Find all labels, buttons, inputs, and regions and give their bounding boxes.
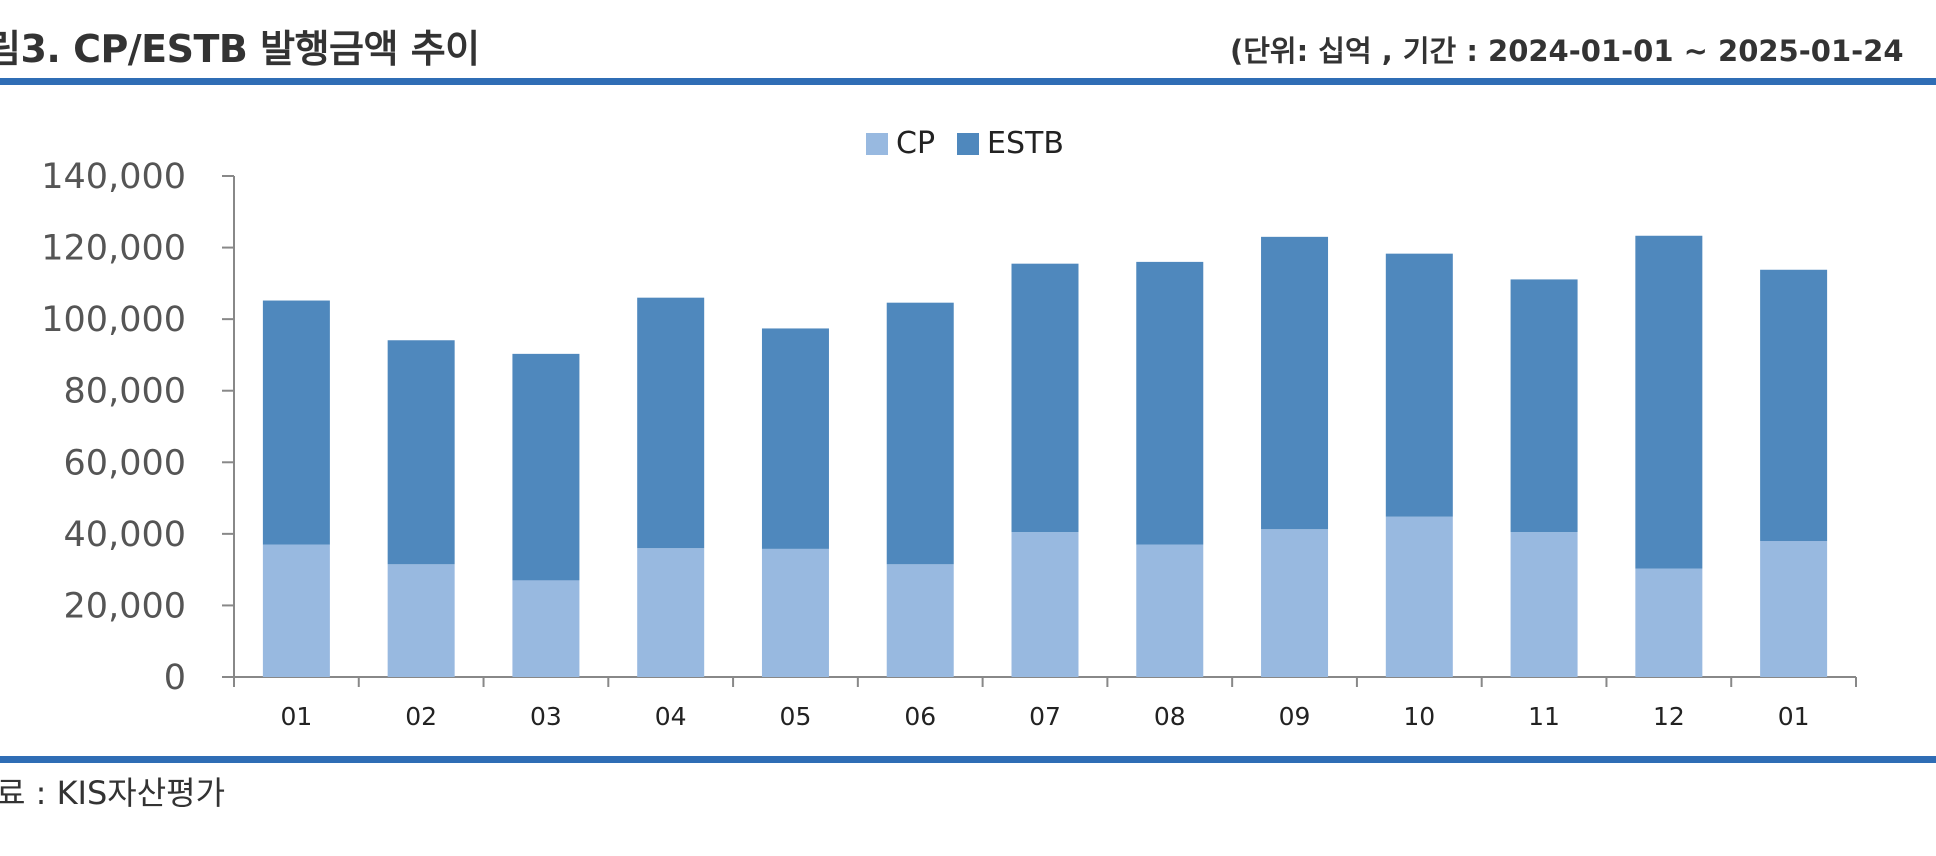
y-tick-label: 20,000: [64, 586, 186, 626]
legend-label-cp: CP: [896, 126, 936, 161]
legend-swatch-cp: [866, 132, 888, 155]
bar-cp-11: [1510, 532, 1578, 677]
bar-cp-4: [637, 548, 705, 677]
bar-cp-7: [1011, 532, 1079, 677]
bar-estb-7: [1011, 263, 1079, 533]
bar-estb-6: [886, 302, 954, 565]
bar-cp-2: [387, 564, 455, 677]
bar-estb-9: [1261, 236, 1329, 530]
x-tick-label: 02: [405, 702, 437, 730]
x-tick-label: 04: [655, 702, 687, 730]
y-tick-label: 40,000: [64, 515, 186, 555]
x-tick-label: 12: [1653, 702, 1685, 730]
y-tick-label: 100,000: [41, 300, 186, 340]
x-tick-label: 05: [780, 702, 812, 730]
bar-estb-3: [512, 353, 580, 581]
y-tick-label: 0: [164, 658, 186, 698]
bar-cp-12: [1635, 568, 1703, 677]
legend: CP ESTB: [866, 126, 1064, 161]
x-tick-label: 10: [1403, 702, 1435, 730]
legend-label-estb: ESTB: [987, 126, 1064, 161]
x-tick-label: 09: [1279, 702, 1311, 730]
bar-cp-9: [1261, 529, 1329, 677]
x-tick-label: 01: [280, 702, 312, 730]
y-tick-label: 120,000: [41, 229, 186, 269]
y-tick-label: 60,000: [64, 443, 186, 483]
bar-cp-13: [1760, 541, 1828, 677]
bar-estb-11: [1510, 279, 1578, 533]
x-tick-label: 11: [1528, 702, 1560, 730]
bar-estb-13: [1760, 269, 1828, 542]
bar-estb-10: [1385, 253, 1453, 517]
bar-cp-5: [761, 548, 829, 677]
x-tick-label: 03: [530, 702, 562, 730]
y-tick-label: 140,000: [41, 157, 186, 197]
x-tick-label: 01: [1778, 702, 1810, 730]
top-divider: [0, 78, 1936, 85]
bar-cp-3: [512, 580, 580, 677]
bar-estb-12: [1635, 235, 1703, 569]
x-tick-label: 08: [1154, 702, 1186, 730]
bar-cp-8: [1136, 544, 1204, 677]
legend-item-estb: ESTB: [957, 126, 1064, 161]
legend-item-cp: CP: [866, 126, 935, 161]
x-tick-label: 06: [904, 702, 936, 730]
source-note: 료 : KIS자산평가: [0, 774, 226, 812]
unit-period-label: (단위: 십억 , 기간 : 2024-01-01 ~ 2025-01-24: [1230, 34, 1904, 68]
bar-estb-2: [387, 340, 455, 565]
bar-estb-8: [1136, 261, 1204, 545]
x-tick-label: 07: [1029, 702, 1061, 730]
bar-cp-6: [886, 564, 954, 677]
bar-cp-1: [262, 544, 330, 677]
bottom-divider: [0, 756, 1936, 763]
stacked-bar-chart: 0 20,000 40,000 60,000 80,000 100,000 120,000 1…: [41, 157, 1857, 730]
bar-cp-10: [1385, 516, 1453, 677]
bar-estb-4: [637, 297, 705, 549]
bar-estb-5: [761, 328, 829, 549]
chart-title: 림3. CP/ESTB 발행금액 추이: [0, 27, 480, 71]
y-tick-label: 80,000: [64, 372, 186, 412]
legend-swatch-estb: [957, 132, 980, 155]
bar-estb-1: [262, 300, 330, 545]
